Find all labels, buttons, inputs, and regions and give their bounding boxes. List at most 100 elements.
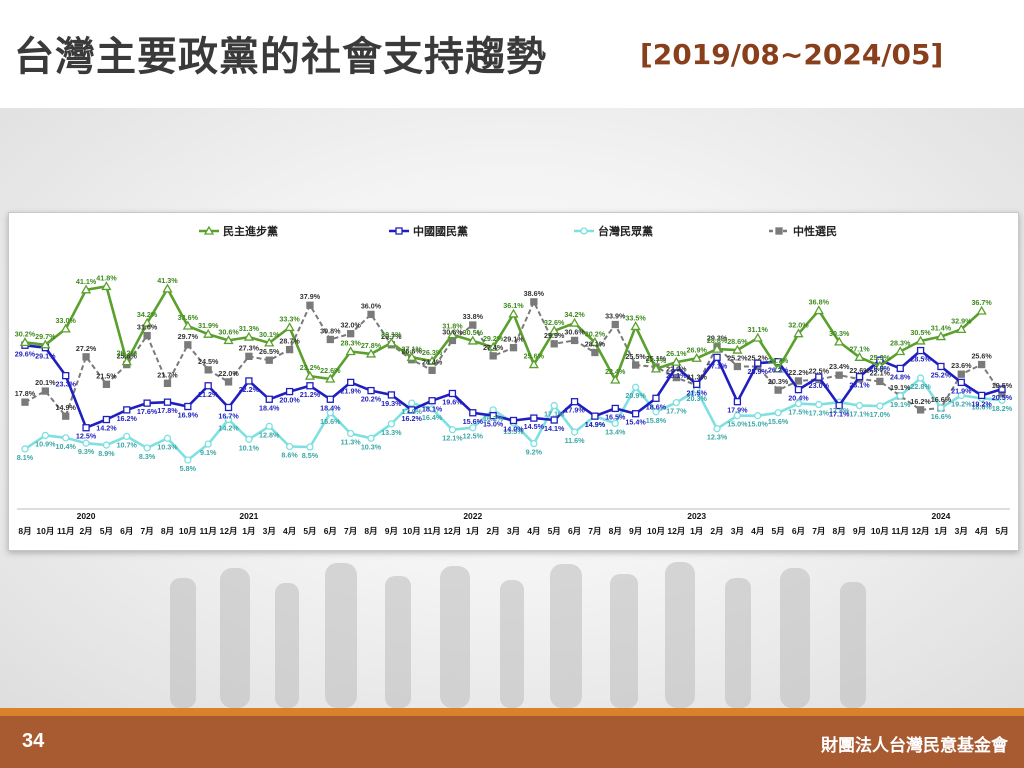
- x-tick-label: 7月: [141, 526, 154, 536]
- data-label: 26.2%: [117, 349, 138, 358]
- legend-item: 民主進步黨: [199, 224, 278, 238]
- data-point: [509, 416, 518, 425]
- data-label: 20.3%: [768, 377, 789, 386]
- data-point: [306, 443, 314, 451]
- data-point: [835, 401, 843, 410]
- data-label: 30.6%: [564, 327, 585, 336]
- data-point: [935, 331, 947, 341]
- data-label: 19.2%: [971, 399, 992, 408]
- data-point: [62, 371, 70, 380]
- data-label: 33.5%: [625, 313, 646, 322]
- chart-panel: 民主進步黨 中國國民黨 台灣民眾黨 中性選民 17.8% 20.1% 14.9% 27.2% 2…: [8, 212, 1019, 551]
- data-point: [184, 402, 192, 411]
- data-label: 21.2%: [198, 390, 219, 399]
- data-label: 8.1%: [17, 453, 34, 462]
- data-point: [630, 321, 641, 331]
- data-label: 15.0%: [483, 420, 504, 429]
- x-tick-label: 8月: [161, 526, 174, 536]
- data-label: 25.3%: [870, 353, 891, 362]
- data-label: 33.9%: [605, 312, 626, 321]
- legend-swatch-marker: [203, 225, 215, 235]
- data-label: 19.6%: [442, 397, 463, 406]
- data-point: [611, 404, 619, 413]
- x-tick-label: 12月: [220, 526, 238, 536]
- data-point: [326, 395, 334, 403]
- data-point: [387, 391, 396, 399]
- data-point: [408, 399, 416, 407]
- title-bar: 台灣主要政黨的社會支持趨勢 [2019/08~2024/05]: [0, 0, 1024, 108]
- data-point: [123, 406, 131, 414]
- data-label: 25.9%: [748, 367, 769, 376]
- data-label: 25.1%: [666, 371, 687, 380]
- legend-swatch-marker: [775, 227, 783, 235]
- data-label: 26.2%: [768, 366, 789, 375]
- data-point: [650, 363, 662, 373]
- data-label: 32.0%: [340, 321, 361, 330]
- data-point: [143, 444, 151, 452]
- data-label: 19.3%: [381, 399, 402, 408]
- data-point: [367, 310, 375, 319]
- data-point: [163, 398, 172, 406]
- data-label: 22.1%: [870, 368, 891, 377]
- x-tick-label: 4月: [527, 526, 540, 536]
- year-label: 2020: [77, 511, 96, 521]
- x-tick-label: 9月: [853, 526, 866, 536]
- data-point: [591, 348, 599, 357]
- data-label: 27.3%: [239, 343, 260, 352]
- data-point: [855, 401, 864, 410]
- data-point: [265, 395, 273, 403]
- x-tick-label: 5月: [303, 526, 316, 536]
- x-tick-label: 2月: [487, 526, 500, 536]
- data-point: [123, 432, 131, 441]
- data-point: [62, 412, 70, 420]
- data-label: 24.4%: [422, 357, 443, 366]
- data-label: 38.6%: [524, 289, 545, 298]
- data-label: 19.1%: [890, 383, 911, 392]
- data-point: [915, 335, 926, 345]
- legend-item: 中性選民: [769, 224, 837, 238]
- data-point: [976, 305, 987, 315]
- data-label: 10.3%: [361, 442, 382, 451]
- data-label: 29.2%: [483, 334, 504, 343]
- year-label: 2021: [239, 511, 258, 521]
- data-label: 41.8%: [96, 273, 117, 282]
- data-label: 23.4%: [829, 362, 850, 371]
- data-label: 25.2%: [748, 353, 769, 362]
- data-point: [530, 439, 538, 448]
- data-label: 22.8%: [910, 382, 931, 391]
- data-label: 30.5%: [910, 328, 931, 337]
- data-label: 30.1%: [259, 330, 280, 339]
- data-label: 31.1%: [748, 325, 769, 334]
- x-tick-label: 1月: [242, 526, 255, 536]
- data-point: [591, 412, 599, 420]
- x-tick-label: 6月: [120, 526, 133, 536]
- slide-date-range: [2019/08~2024/05]: [640, 38, 944, 71]
- data-point: [386, 337, 397, 347]
- x-tick-label: 6月: [568, 526, 581, 536]
- data-label: 33.3%: [279, 314, 300, 323]
- data-label: 18.1%: [422, 405, 443, 414]
- data-label: 22.2%: [788, 368, 809, 377]
- data-point: [367, 386, 375, 395]
- data-point: [102, 415, 111, 424]
- series-0: [19, 281, 987, 384]
- data-point: [998, 396, 1006, 404]
- data-point: [672, 373, 680, 382]
- data-label: 12.3%: [707, 433, 728, 442]
- data-point: [570, 428, 579, 436]
- data-label: 17.1%: [849, 410, 870, 419]
- data-label: 22.5%: [809, 367, 830, 376]
- data-label: 17.9%: [727, 406, 748, 415]
- data-label: 24.5%: [198, 357, 219, 366]
- data-label: 15.0%: [727, 420, 748, 429]
- data-label: 15.4%: [625, 418, 646, 427]
- data-label: 29.9%: [544, 331, 565, 340]
- data-label: 17.9%: [564, 406, 585, 415]
- legend-label: 中性選民: [793, 224, 837, 238]
- data-label: 29.3%: [707, 334, 728, 343]
- data-label: 29.7%: [35, 332, 56, 341]
- data-label: 11.3%: [341, 438, 362, 447]
- data-point: [306, 301, 314, 309]
- data-point: [21, 398, 29, 406]
- data-label: 21.9%: [340, 386, 361, 395]
